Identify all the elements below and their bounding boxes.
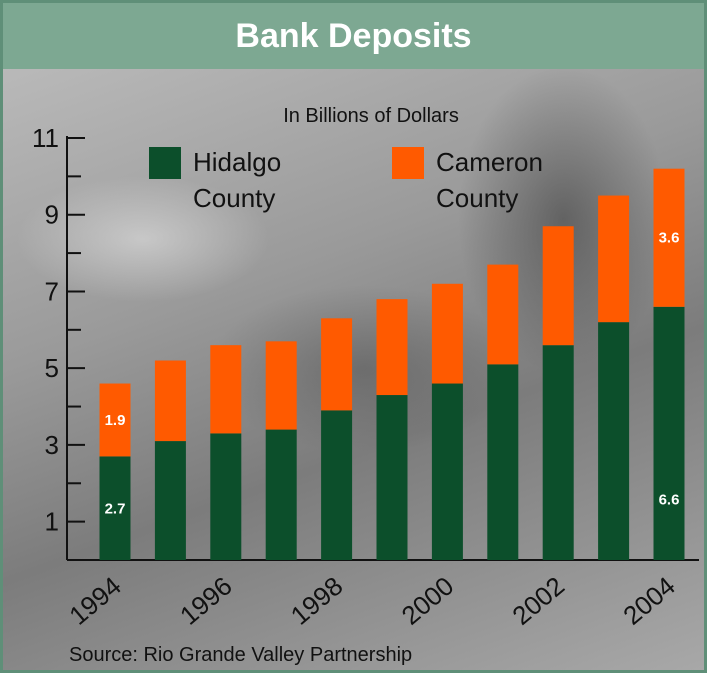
y-tick-label: 3 <box>45 430 59 460</box>
legend-label: Hidalgo <box>193 147 281 177</box>
bar-hidalgo-county <box>321 410 353 560</box>
y-tick-label: 7 <box>45 276 59 306</box>
chart-title: Bank Deposits <box>3 3 704 69</box>
legend-label: County <box>436 183 518 213</box>
x-tick-label: 2000 <box>396 571 460 631</box>
bar-chart: In Billions of Dollars 1 3 5 7 9 11 2.7 1.9 6.6 3.… <box>32 105 699 666</box>
bar-cameron-county <box>376 299 408 396</box>
y-tick-label: 9 <box>45 200 59 230</box>
bar-hidalgo-county <box>542 345 574 560</box>
bar-cameron-county <box>210 345 242 434</box>
x-tick-label: 1996 <box>174 571 238 631</box>
bar-cameron-county <box>598 195 630 323</box>
bar-hidalgo-county <box>598 322 630 560</box>
bar-hidalgo-county <box>487 364 519 560</box>
y-tick-label: 1 <box>45 507 59 537</box>
bar-hidalgo-county <box>210 433 242 560</box>
x-tick-label: 2004 <box>617 571 681 631</box>
bar-hidalgo-county <box>154 441 186 560</box>
source-note: Source: Rio Grande Valley Partnership <box>69 644 412 666</box>
legend-label: Cameron <box>436 147 543 177</box>
bar-hidalgo-county <box>265 429 297 560</box>
y-tick-label: 11 <box>32 123 59 153</box>
data-label-cameron: 3.6 <box>659 230 680 247</box>
legend-swatch <box>149 147 181 179</box>
bar-hidalgo-county <box>99 456 131 560</box>
bar-cameron-county <box>431 283 463 384</box>
y-tick-label: 5 <box>45 353 59 383</box>
bar-hidalgo-county <box>653 306 685 560</box>
bar-cameron-county <box>154 360 186 442</box>
x-tick-label: 2002 <box>506 571 570 631</box>
bar-cameron-county <box>653 168 685 307</box>
data-label-hidalgo: 6.6 <box>659 491 680 508</box>
background-photo <box>3 69 704 670</box>
legend-swatch <box>392 147 424 179</box>
legend-label: County <box>193 183 275 213</box>
data-label-cameron: 1.9 <box>105 412 126 429</box>
bar-cameron-county <box>265 341 297 430</box>
x-tick-label: 1994 <box>63 571 127 631</box>
bar-hidalgo-county <box>431 383 463 560</box>
bar-hidalgo-county <box>376 395 408 560</box>
chart-subtitle: In Billions of Dollars <box>283 105 459 127</box>
bar-cameron-county <box>99 383 131 457</box>
bar-cameron-county <box>542 226 574 346</box>
bar-cameron-county <box>487 264 519 365</box>
data-label-hidalgo: 2.7 <box>105 500 126 517</box>
bar-cameron-county <box>321 318 353 411</box>
x-tick-label: 1998 <box>285 571 349 631</box>
